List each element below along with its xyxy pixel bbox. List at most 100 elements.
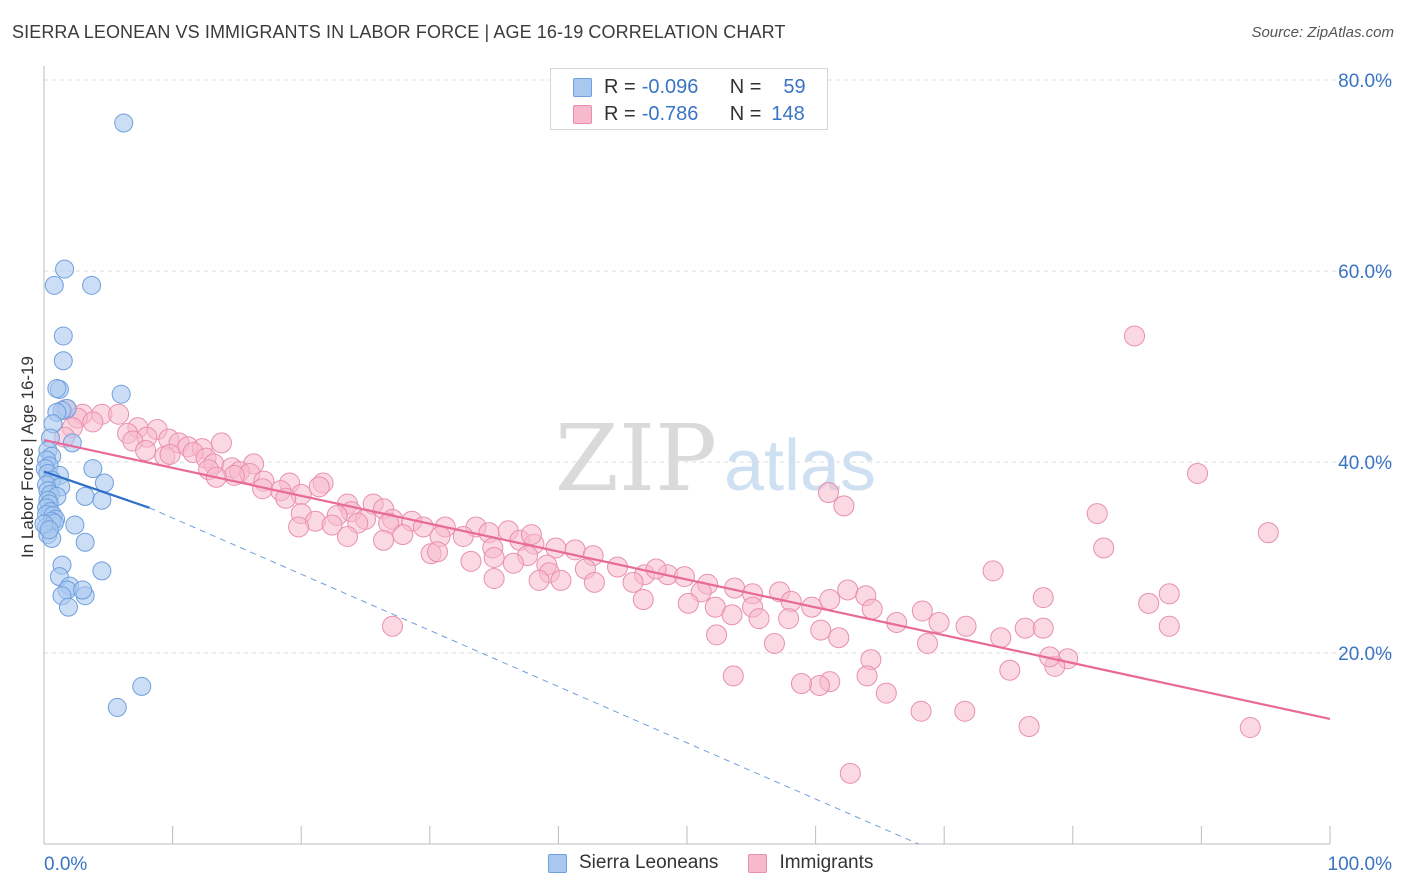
immigrants-point [861,598,883,620]
immigrants-point [336,525,358,547]
y-tick-label: 60.0% [1338,262,1392,283]
immigrants-point [833,495,855,517]
immigrants-point [763,632,785,654]
immigrants-point [528,569,550,591]
x-tick-label: 0.0% [44,854,87,875]
legend-item-sierra-leoneans[interactable]: Sierra Leoneans [548,852,718,874]
immigrants-point [706,624,728,646]
immigrants-point [721,604,743,626]
immigrants-point [722,665,744,687]
immigrants-point [1239,716,1261,738]
immigrants-point [778,608,800,630]
chart-title: SIERRA LEONEAN VS IMMIGRANTS IN LABOR FO… [12,22,786,42]
immigrants-point [999,659,1021,681]
immigrants-point [288,516,310,538]
immigrants-point [928,611,950,633]
y-tick-label: 40.0% [1338,453,1392,474]
immigrants-point [135,440,157,462]
y-tick-label: 80.0% [1338,71,1392,92]
immigrants-point [1032,587,1054,609]
immigrants-point [910,700,932,722]
sierra-leoneans-point [92,561,112,581]
legend-r-label: R = [604,75,636,98]
sierra-leoneans-point [75,532,95,552]
immigrants-point [1014,617,1036,639]
legend-row-immigrants: R = -0.786 N = 148 [573,102,805,126]
legend-n-value: 148 [771,102,805,125]
legend-swatch-pink [573,104,592,124]
legend-item-immigrants[interactable]: Immigrants [748,852,873,874]
watermark-atlas: atlas [724,426,876,506]
y-tick-label: 20.0% [1338,644,1392,665]
immigrants-point [392,524,414,546]
sierra-leoneans-point [114,113,134,133]
sierra-leoneans-point [53,351,73,371]
tick-labels: 20.0% 40.0% 60.0% 80.0% 0.0% 100.0% [44,71,1392,875]
sierra-leoneans-point [58,597,78,617]
immigrants-point [583,571,605,593]
legend-label: Immigrants [779,852,874,873]
watermark: ZIP atlas [555,405,876,512]
sierra-leoneans-point [44,275,64,295]
immigrants-point [483,547,505,568]
sierra-leoneans-points [34,113,152,717]
trend-lines [43,438,1331,845]
sierra-leoneans-point [132,676,152,696]
immigrants-point [817,482,839,504]
immigrants-point [520,524,542,546]
immigrants-point [916,632,938,654]
legend-r-label: R = [604,102,636,125]
immigrants-point [645,558,667,580]
immigrants-point [502,552,524,574]
immigrants-point [828,627,850,649]
immigrants-point [632,589,654,611]
immigrants-point [373,529,395,551]
immigrants-point [808,674,830,696]
immigrants-point [819,589,841,611]
immigrants-point [955,615,977,637]
immigrants-point [839,762,861,784]
legend-n-label: N = [729,102,762,125]
sierra-leoneans-trend-extension [149,507,919,845]
immigrants-point [321,514,343,536]
legend-row-sierra-leoneans: R = -0.096 N = 59 [573,75,806,99]
immigrants-point [1138,592,1160,614]
immigrants-point [622,571,644,593]
sierra-leoneans-point [47,378,67,398]
sierra-leoneans-point [82,275,102,295]
immigrants-point [990,627,1012,649]
immigrants-point [108,403,130,425]
immigrants-point [677,592,699,614]
immigrants-point [748,608,770,630]
legend-swatch-blue [573,77,592,97]
immigrants-point [308,476,330,498]
legend-r-value: -0.786 [641,102,699,125]
series-legend: Sierra Leoneans Immigrants [548,852,903,874]
immigrants-point [982,560,1004,582]
immigrants-point [856,665,878,687]
legend-n-value: 59 [783,75,806,98]
sierra-leoneans-point [111,384,131,404]
immigrants-point [1124,325,1146,347]
immigrants-point [550,569,572,591]
immigrants-point [159,443,181,465]
legend-swatch-pink [748,853,768,873]
immigrants-point [1086,503,1108,525]
immigrants-point [1032,617,1054,639]
immigrants-point [427,541,449,563]
immigrants-point [1093,537,1115,559]
immigrants-trend-line [43,438,1331,720]
immigrants-point [210,432,232,454]
sierra-leoneans-point [73,580,93,600]
sierra-leoneans-point [55,259,75,279]
sierra-leoneans-point [62,433,82,453]
x-tick-label: 100.0% [1328,854,1393,875]
immigrants-point [382,615,404,637]
stats-legend: R = -0.096 N = 59 R = -0.786 N = 148 [550,68,828,130]
legend-swatch-blue [548,853,567,873]
source-label: Source: ZipAtlas.com [1251,24,1394,41]
immigrants-point [837,579,859,601]
immigrants-point [460,550,482,572]
legend-n-label: N = [729,75,762,98]
